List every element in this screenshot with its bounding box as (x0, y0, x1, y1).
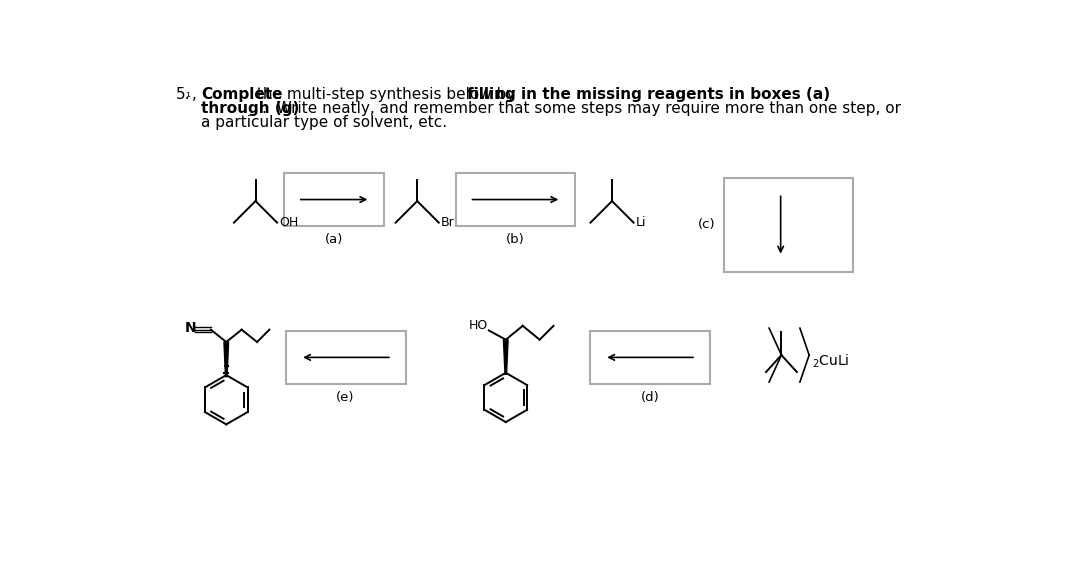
Text: (c): (c) (698, 219, 716, 232)
Bar (456, 173, 575, 226)
Text: 5.: 5. (176, 87, 191, 102)
Text: ,: , (191, 87, 197, 102)
Text: (e): (e) (336, 391, 355, 404)
Bar (286, 331, 406, 384)
Text: OH: OH (280, 216, 299, 229)
Text: Br: Br (441, 216, 455, 229)
Text: (d): (d) (641, 391, 659, 404)
Text: N: N (185, 321, 197, 335)
Bar (284, 173, 384, 226)
Text: Complete: Complete (201, 87, 282, 102)
Text: ₁: ₁ (185, 87, 190, 100)
Bar (591, 331, 710, 384)
Text: Li: Li (635, 216, 646, 229)
Text: .  Write neatly, and remember that some steps may require more than one step, or: . Write neatly, and remember that some s… (262, 101, 900, 116)
Text: a particular type of solvent, etc.: a particular type of solvent, etc. (201, 115, 447, 130)
Text: filling in the missing reagents in boxes (a): filling in the missing reagents in boxes… (468, 87, 831, 102)
Text: the multi-step synthesis below by: the multi-step synthesis below by (252, 87, 521, 102)
Text: HO: HO (469, 319, 488, 332)
Text: through (g): through (g) (201, 101, 299, 116)
Text: (a): (a) (325, 233, 343, 247)
Text: (b): (b) (505, 233, 524, 247)
Polygon shape (224, 342, 229, 376)
Text: $_2$CuLi: $_2$CuLi (813, 352, 850, 370)
Bar (724, 178, 853, 272)
Polygon shape (503, 340, 508, 374)
